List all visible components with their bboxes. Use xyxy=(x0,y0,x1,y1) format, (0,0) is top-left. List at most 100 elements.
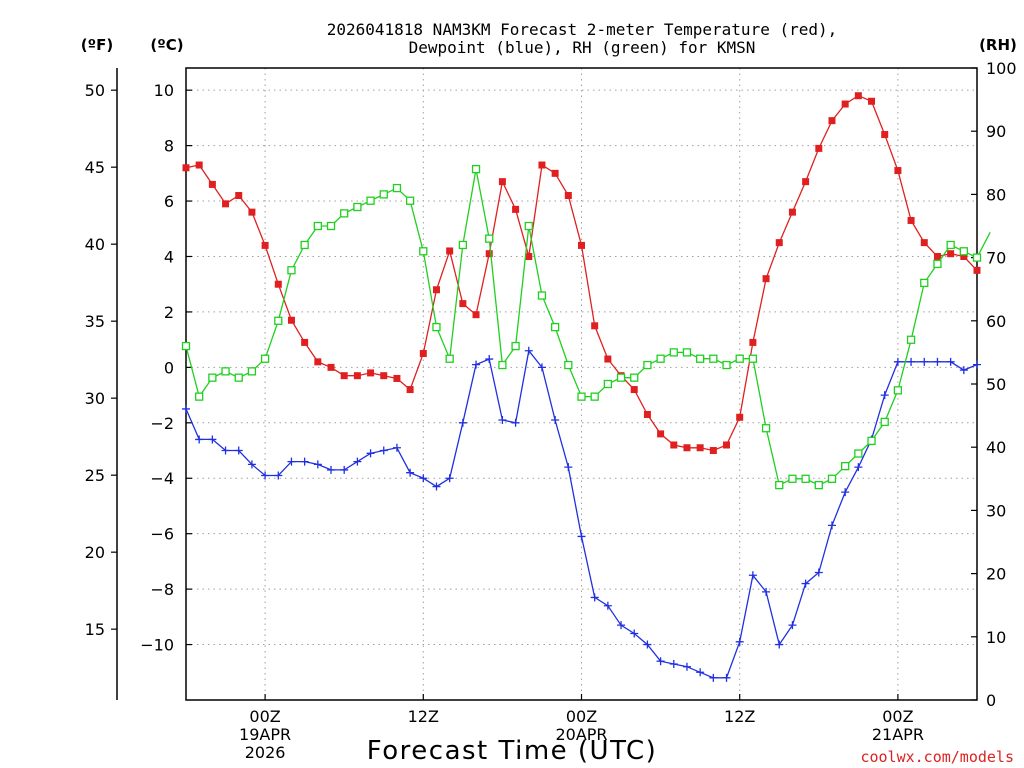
rh-point xyxy=(880,417,889,427)
x-axis-title: Forecast Time (UTC) xyxy=(367,736,658,766)
temperature-point xyxy=(222,200,230,208)
dewpoint-point xyxy=(617,621,626,630)
temperature-point xyxy=(551,169,559,177)
rh-point xyxy=(326,221,336,231)
temperature-point xyxy=(287,316,295,324)
temperature-point xyxy=(327,363,335,371)
temperature-point xyxy=(419,350,427,358)
rh-point xyxy=(906,335,916,344)
fahrenheit-tick-label: 40 xyxy=(85,235,105,254)
temperature-point xyxy=(709,447,717,455)
dewpoint-point xyxy=(458,418,467,427)
temperature-point xyxy=(248,208,256,216)
credit-text: coolwx.com/models xyxy=(860,748,1014,766)
temperature-point xyxy=(498,178,506,186)
dewpoint-point xyxy=(827,521,836,530)
rh-tick-label: 100 xyxy=(986,59,1017,78)
dewpoint-point xyxy=(234,446,243,455)
temperature-point xyxy=(432,286,440,294)
temperature-point xyxy=(630,386,638,394)
rh-point xyxy=(748,354,758,363)
celsius-tick-label: 4 xyxy=(164,247,174,266)
temperature-point xyxy=(274,280,282,288)
dewpoint-point xyxy=(208,435,217,444)
temperature-point xyxy=(947,250,955,258)
dewpoint-point xyxy=(287,457,296,466)
temperature-point xyxy=(788,208,796,216)
temperature-point xyxy=(643,410,651,418)
celsius-tick-label: −2 xyxy=(150,414,174,433)
dewpoint-point xyxy=(564,463,573,472)
dewpoint-point xyxy=(920,357,929,366)
rh-point xyxy=(669,348,678,357)
rh-point xyxy=(195,392,204,401)
temperature-point xyxy=(472,311,480,319)
temperature-point xyxy=(393,374,401,382)
dewpoint-point xyxy=(524,346,533,355)
rh-point xyxy=(867,436,876,446)
rh-unit-label: (RH) xyxy=(979,36,1017,54)
rh-point xyxy=(972,253,982,262)
rh-point xyxy=(959,247,968,256)
rh-point xyxy=(590,392,599,401)
dewpoint-point xyxy=(432,482,441,491)
temperature-point xyxy=(841,100,849,108)
dewpoint-point xyxy=(854,463,863,472)
dewpoint-point xyxy=(313,460,322,469)
rh-tick-label: 50 xyxy=(986,375,1006,394)
y-axis-ticks: 1086420−2−4−6−8−105045403530252015100908… xyxy=(85,59,1017,710)
temperature-point xyxy=(261,241,269,249)
rh-tick-label: 30 xyxy=(986,501,1006,520)
celsius-tick-label: −10 xyxy=(140,636,174,655)
fahrenheit-tick-label: 15 xyxy=(85,620,105,639)
dewpoint-point xyxy=(327,465,336,474)
x-tick-label: 00Z xyxy=(882,707,913,726)
rh-point xyxy=(445,354,454,363)
rh-point xyxy=(300,240,309,250)
temperature-point xyxy=(564,192,572,200)
axes xyxy=(116,67,978,701)
rh-point xyxy=(247,367,257,376)
temperature-point xyxy=(314,358,322,366)
dewpoint-point xyxy=(274,471,283,480)
rh-point xyxy=(234,373,243,382)
temperature-point xyxy=(881,131,889,139)
temperature-point xyxy=(696,444,704,452)
rh-point xyxy=(564,360,573,370)
temperature-point xyxy=(301,338,309,346)
rh-point xyxy=(511,341,520,351)
rh-point xyxy=(735,354,744,363)
dewpoint-point xyxy=(340,465,349,474)
rh-point xyxy=(287,266,296,275)
dewpoint-point xyxy=(300,457,309,466)
rh-point xyxy=(458,240,468,250)
temperature-point xyxy=(367,369,375,377)
temperature-point xyxy=(960,252,968,260)
dewpoint-point xyxy=(392,443,401,452)
dewpoint-point xyxy=(182,404,190,413)
rh-point xyxy=(366,196,375,205)
dewpoint-point xyxy=(577,532,586,541)
fahrenheit-tick-label: 50 xyxy=(85,81,105,100)
dewpoint-point xyxy=(788,621,797,630)
temperature-point xyxy=(459,300,467,308)
temperature-point xyxy=(802,178,810,186)
dewpoint-point xyxy=(656,657,665,666)
rh-point xyxy=(946,240,955,250)
temperature-point xyxy=(182,164,190,172)
x-tick-label: 19APR xyxy=(239,725,291,744)
celsius-tick-label: −4 xyxy=(150,469,174,488)
x-tick-label: 2026 xyxy=(245,743,286,762)
temperature-point xyxy=(670,441,678,449)
temperature-point xyxy=(406,386,414,394)
x-tick-label: 00Z xyxy=(249,707,280,726)
dewpoint-point xyxy=(735,637,744,646)
temperature-point xyxy=(907,216,915,224)
x-tick-label: 12Z xyxy=(408,707,439,726)
rh-tick-label: 20 xyxy=(986,565,1006,584)
dewpoint-point xyxy=(551,416,560,425)
rh-point xyxy=(841,462,850,471)
rh-point xyxy=(577,392,586,401)
chart-title-line1: 2026041818 NAM3KM Forecast 2-meter Tempe… xyxy=(327,20,838,39)
